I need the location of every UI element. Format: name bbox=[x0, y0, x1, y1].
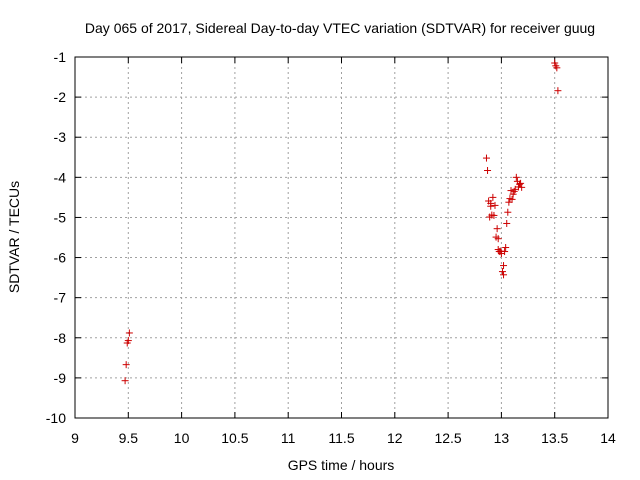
x-tick-label: 13.5 bbox=[541, 430, 568, 446]
x-tick-label: 10 bbox=[174, 430, 190, 446]
y-tick-label: -7 bbox=[54, 290, 67, 306]
data-point bbox=[500, 271, 508, 279]
y-tick-label: -5 bbox=[54, 209, 67, 225]
x-tick-label: 14 bbox=[600, 430, 616, 446]
data-point bbox=[498, 268, 506, 276]
x-tick-label: 13 bbox=[494, 430, 510, 446]
data-point bbox=[121, 377, 129, 385]
data-point bbox=[494, 235, 502, 243]
y-tick-label: -3 bbox=[54, 129, 67, 145]
grid-lines bbox=[75, 57, 608, 418]
x-tick-label: 9 bbox=[71, 430, 79, 446]
y-tick-label: -9 bbox=[54, 370, 67, 386]
data-point bbox=[490, 211, 498, 219]
y-tick-label: -6 bbox=[54, 250, 67, 266]
x-tick-label: 11 bbox=[281, 430, 296, 446]
x-tick-label: 12 bbox=[387, 430, 403, 446]
x-tick-label: 10.5 bbox=[221, 430, 248, 446]
data-point bbox=[124, 337, 132, 345]
data-point bbox=[512, 173, 520, 181]
y-axis-label: SDTVAR / TECUs bbox=[6, 181, 22, 293]
data-point bbox=[553, 64, 561, 72]
chart-title: Day 065 of 2017, Sidereal Day-to-day VTE… bbox=[85, 20, 595, 36]
data-point bbox=[489, 193, 497, 201]
data-point bbox=[503, 219, 511, 227]
data-point bbox=[125, 329, 133, 337]
y-tick-label: -1 bbox=[54, 49, 67, 65]
data-point bbox=[122, 361, 130, 369]
x-tick-label: 9.5 bbox=[119, 430, 139, 446]
data-point bbox=[518, 183, 526, 191]
x-tick-label: 12.5 bbox=[434, 430, 461, 446]
y-tick-label: -8 bbox=[54, 330, 67, 346]
data-point bbox=[484, 167, 492, 175]
data-point bbox=[507, 187, 515, 195]
data-point bbox=[554, 87, 562, 95]
data-point bbox=[501, 248, 509, 256]
data-point bbox=[502, 244, 510, 252]
data-point bbox=[508, 195, 516, 203]
data-point bbox=[493, 225, 501, 233]
plot-frame bbox=[74, 56, 609, 419]
tick-labels: 9 9.5 10 10.5 11 11.5 12 12.5 13 13.5 14 -10 -9 -8 -7 -… bbox=[46, 49, 616, 446]
data-point bbox=[517, 179, 525, 187]
y-tick-label: -10 bbox=[46, 410, 66, 426]
data-point bbox=[491, 201, 499, 209]
x-axis-label: GPS time / hours bbox=[288, 457, 395, 473]
y-tick-label: -4 bbox=[54, 169, 67, 185]
data-point bbox=[482, 154, 490, 162]
data-point bbox=[504, 208, 512, 216]
data-point bbox=[500, 262, 508, 270]
data-point bbox=[487, 202, 495, 210]
data-points bbox=[121, 59, 562, 385]
x-tick-label: 11.5 bbox=[328, 430, 354, 446]
y-tick-label: -2 bbox=[54, 89, 67, 105]
